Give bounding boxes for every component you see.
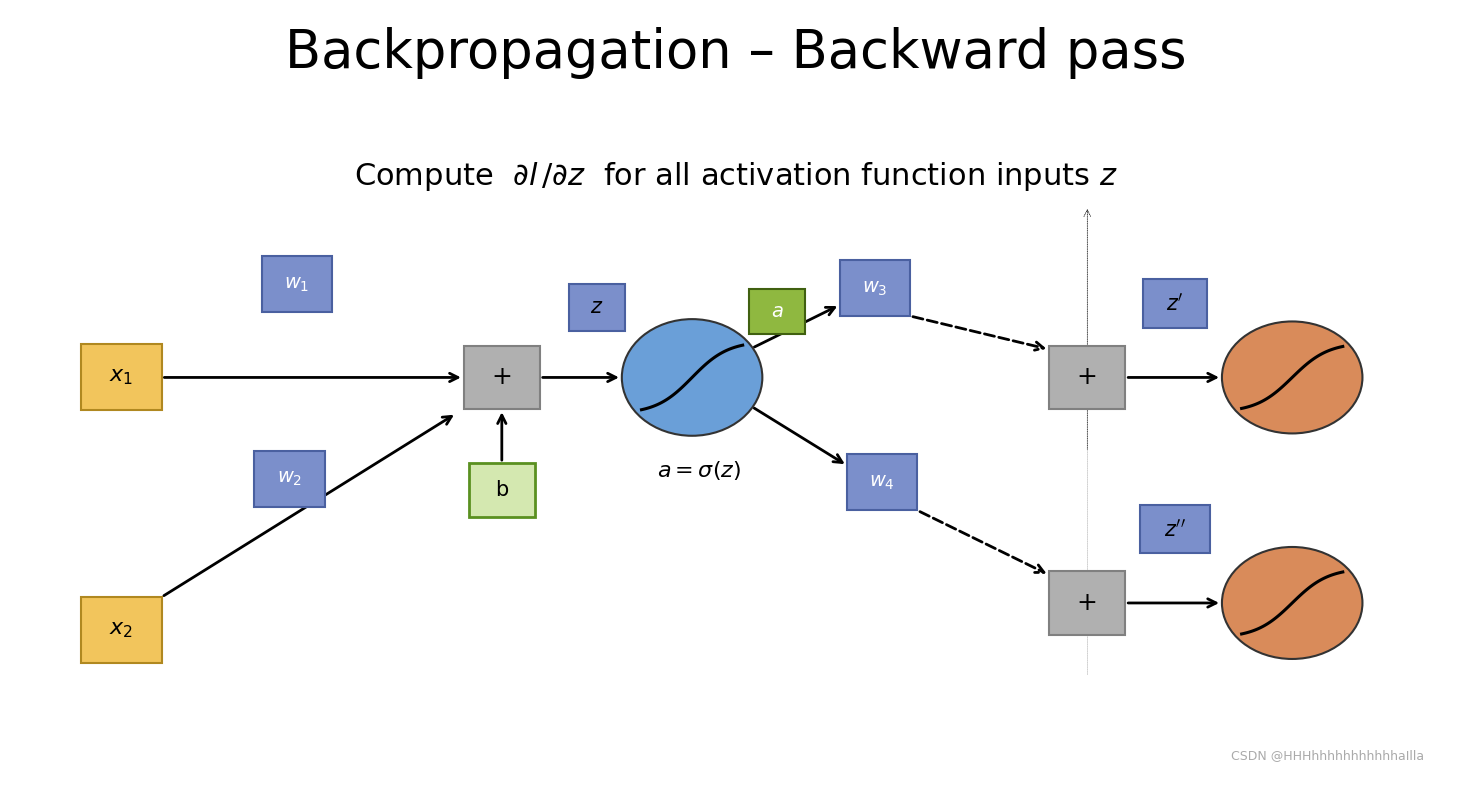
- Text: $x_2$: $x_2$: [109, 620, 134, 640]
- Text: $w_1$: $w_1$: [284, 274, 309, 294]
- Text: +: +: [1078, 365, 1098, 389]
- FancyBboxPatch shape: [81, 344, 162, 410]
- Ellipse shape: [1222, 547, 1363, 659]
- Text: $w_4$: $w_4$: [870, 473, 895, 492]
- FancyBboxPatch shape: [749, 288, 805, 334]
- Ellipse shape: [1222, 321, 1363, 433]
- FancyBboxPatch shape: [470, 463, 534, 517]
- FancyBboxPatch shape: [81, 597, 162, 663]
- Text: b: b: [495, 480, 508, 500]
- Text: Backpropagation – Backward pass: Backpropagation – Backward pass: [286, 28, 1186, 79]
- Text: Compute  $\partial l\,/\partial z$  for all activation function inputs $z$: Compute $\partial l\,/\partial z$ for al…: [355, 160, 1117, 193]
- Text: $w_3$: $w_3$: [863, 278, 888, 298]
- FancyBboxPatch shape: [848, 454, 917, 510]
- Text: $a$: $a$: [771, 302, 783, 321]
- Text: +: +: [1078, 591, 1098, 615]
- Text: $z'$: $z'$: [1166, 292, 1183, 314]
- FancyBboxPatch shape: [570, 284, 624, 331]
- FancyBboxPatch shape: [262, 256, 333, 312]
- FancyBboxPatch shape: [1050, 571, 1125, 635]
- Text: $w_2$: $w_2$: [277, 469, 302, 488]
- FancyBboxPatch shape: [1139, 505, 1210, 553]
- FancyBboxPatch shape: [841, 260, 910, 316]
- Text: +: +: [492, 365, 512, 389]
- FancyBboxPatch shape: [1050, 346, 1125, 410]
- Text: $a = \sigma(z)$: $a = \sigma(z)$: [658, 459, 742, 482]
- FancyBboxPatch shape: [1142, 280, 1207, 328]
- Text: $z$: $z$: [590, 297, 604, 318]
- Ellipse shape: [621, 319, 762, 435]
- FancyBboxPatch shape: [464, 346, 540, 410]
- Text: $x_1$: $x_1$: [109, 367, 134, 387]
- Text: $z''$: $z''$: [1164, 518, 1186, 540]
- FancyBboxPatch shape: [255, 450, 325, 506]
- Text: CSDN @HHHhhhhhhhhhhhaIlla: CSDN @HHHhhhhhhhhhhhaIlla: [1231, 749, 1423, 762]
